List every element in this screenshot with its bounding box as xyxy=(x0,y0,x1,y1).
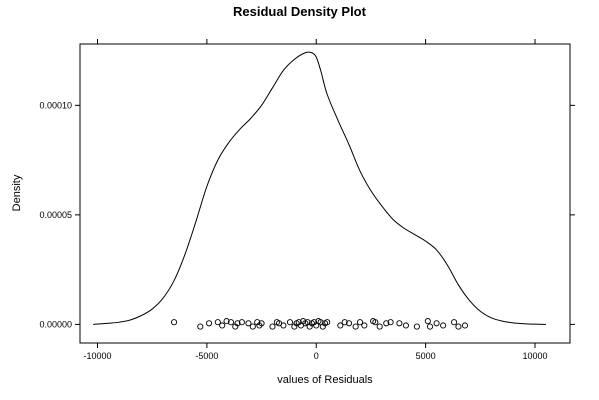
x-tick-label: -10000 xyxy=(83,351,111,361)
plot-frame xyxy=(79,43,571,344)
residual-point xyxy=(426,323,434,330)
residual-point xyxy=(197,323,204,330)
residual-point xyxy=(352,323,359,330)
residual-point xyxy=(396,320,403,327)
residual-point xyxy=(227,319,234,326)
residual-point xyxy=(424,318,431,325)
y-axis-label: Density xyxy=(11,174,23,211)
residual-point xyxy=(324,319,331,326)
density-curve xyxy=(93,51,546,325)
residual-point xyxy=(258,320,265,327)
residual-point xyxy=(223,318,230,325)
y-tick-label: 0.00000 xyxy=(39,319,72,329)
residual-point xyxy=(455,323,462,330)
residual-point xyxy=(383,320,390,327)
residual-point xyxy=(346,320,353,327)
residual-point xyxy=(269,323,276,330)
chart-title: Residual Density Plot xyxy=(233,4,367,19)
x-axis-label: values of Residuals xyxy=(277,374,373,386)
residual-point xyxy=(451,319,458,326)
y-tick-label: 0.00010 xyxy=(39,100,72,110)
residual-point xyxy=(372,319,379,326)
x-tick-label: 5000 xyxy=(416,351,436,361)
y-tick-label: 0.00005 xyxy=(39,210,72,220)
residual-point xyxy=(413,323,420,330)
x-axis: -10000 -5000 0 5000 10000 xyxy=(83,39,548,361)
residual-point xyxy=(387,319,394,326)
residual-point xyxy=(280,322,287,329)
residual-point xyxy=(238,319,245,326)
residual-point xyxy=(249,323,256,330)
x-tick-label: 0 xyxy=(314,351,319,361)
residual-point xyxy=(219,322,226,329)
residual-point xyxy=(341,319,348,326)
residual-points xyxy=(171,318,469,330)
x-tick-label: -5000 xyxy=(195,351,218,361)
residual-point xyxy=(376,323,383,330)
x-tick-label: 10000 xyxy=(522,351,547,361)
residual-point xyxy=(245,320,252,327)
residual-point xyxy=(402,322,409,329)
residual-point xyxy=(234,320,241,327)
residual-point xyxy=(433,320,440,327)
y-axis: 0.00000 0.00005 0.00010 xyxy=(39,100,575,329)
residual-point xyxy=(361,322,368,329)
residual-point xyxy=(440,322,447,329)
residual-point xyxy=(171,319,178,326)
residual-point xyxy=(206,320,213,327)
residual-point xyxy=(214,319,221,326)
residual-point xyxy=(356,319,364,326)
residual-point xyxy=(337,322,344,329)
residual-point xyxy=(461,322,469,329)
residual-point xyxy=(286,319,294,326)
